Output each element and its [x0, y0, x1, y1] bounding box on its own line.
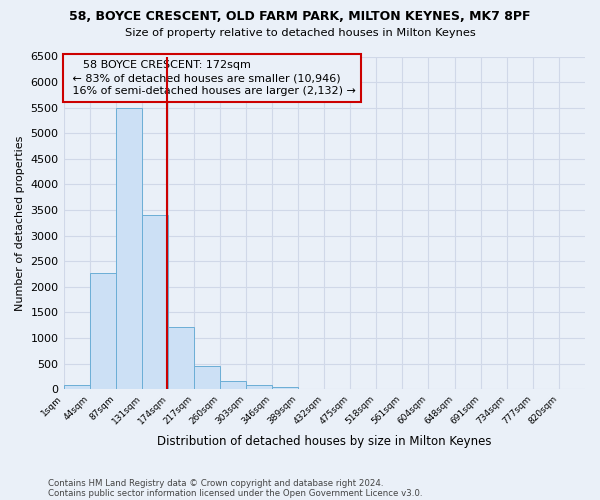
- Text: 58, BOYCE CRESCENT, OLD FARM PARK, MILTON KEYNES, MK7 8PF: 58, BOYCE CRESCENT, OLD FARM PARK, MILTO…: [69, 10, 531, 23]
- Bar: [142, 215, 168, 389]
- Bar: [220, 381, 246, 389]
- Bar: [89, 272, 116, 389]
- Bar: [272, 386, 298, 389]
- Bar: [116, 108, 142, 389]
- X-axis label: Distribution of detached houses by size in Milton Keynes: Distribution of detached houses by size …: [157, 434, 491, 448]
- Bar: [194, 366, 220, 389]
- Text: 58 BOYCE CRESCENT: 172sqm
 ← 83% of detached houses are smaller (10,946)
 16% of: 58 BOYCE CRESCENT: 172sqm ← 83% of detac…: [69, 60, 356, 96]
- Text: Contains HM Land Registry data © Crown copyright and database right 2024.: Contains HM Land Registry data © Crown c…: [48, 478, 383, 488]
- Bar: [64, 386, 89, 389]
- Bar: [168, 327, 194, 389]
- Text: Contains public sector information licensed under the Open Government Licence v3: Contains public sector information licen…: [48, 488, 422, 498]
- Text: Size of property relative to detached houses in Milton Keynes: Size of property relative to detached ho…: [125, 28, 475, 38]
- Bar: [246, 385, 272, 389]
- Y-axis label: Number of detached properties: Number of detached properties: [15, 135, 25, 310]
